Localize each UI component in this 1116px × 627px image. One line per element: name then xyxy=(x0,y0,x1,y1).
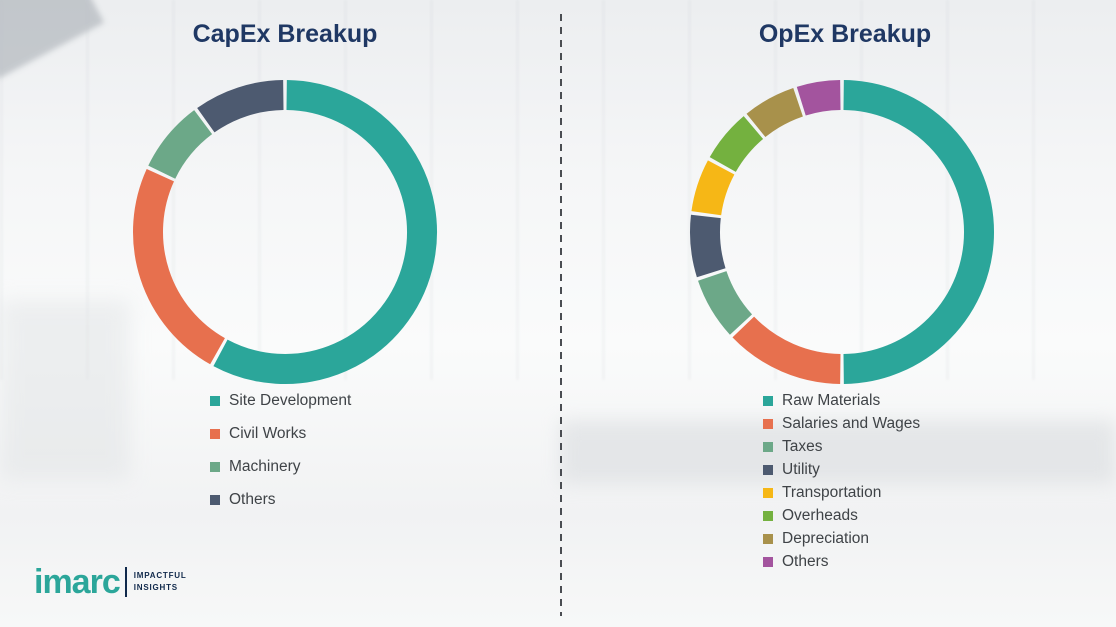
legend-label: Site Development xyxy=(229,392,352,409)
legend-item: Overheads xyxy=(763,506,920,526)
legend-label: Taxes xyxy=(782,438,823,455)
legend-label: Overheads xyxy=(782,507,858,524)
legend-item: Depreciation xyxy=(763,529,920,549)
vertical-dashed-divider xyxy=(560,14,562,616)
legend-swatch xyxy=(210,429,220,439)
legend-item: Utility xyxy=(763,460,920,480)
legend-label: Machinery xyxy=(229,458,301,475)
opex-donut-chart xyxy=(690,80,995,384)
legend-swatch xyxy=(763,465,773,475)
legend-item: Others xyxy=(763,552,920,572)
legend-label: Others xyxy=(229,491,276,508)
legend-swatch xyxy=(210,495,220,505)
donut-segment xyxy=(698,270,753,335)
legend-label: Salaries and Wages xyxy=(782,415,921,432)
legend-item: Site Development xyxy=(210,391,351,411)
legend-item: Machinery xyxy=(210,457,351,477)
legend-swatch xyxy=(210,462,220,472)
logo-brand-text: imarc xyxy=(34,563,121,601)
legend-label: Transportation xyxy=(782,484,882,501)
legend-swatch xyxy=(763,442,773,452)
legend-item: Transportation xyxy=(763,483,920,503)
legend-label: Utility xyxy=(782,461,820,478)
legend-swatch xyxy=(763,534,773,544)
legend-swatch xyxy=(210,396,220,406)
legend-label: Raw Materials xyxy=(782,392,881,409)
opex-chart-block: OpEx Breakup Raw Materials Salaries and W… xyxy=(670,20,1020,608)
donut-segment xyxy=(746,88,804,138)
logo-tagline-line2: INSIGHTS xyxy=(133,583,178,592)
legend-swatch xyxy=(763,557,773,567)
legend-item: Others xyxy=(210,490,351,510)
donut-segment xyxy=(133,168,226,365)
capex-chart-block: CapEx Breakup Site Development Civil Work… xyxy=(110,20,460,608)
logo-tagline: IMPACTFUL INSIGHTS xyxy=(134,570,187,593)
legend-item: Salaries and Wages xyxy=(763,414,920,434)
legend-swatch xyxy=(763,419,773,429)
logo-separator-bar xyxy=(124,567,127,597)
legend-item: Civil Works xyxy=(210,424,351,444)
capex-chart-title: CapEx Breakup xyxy=(192,20,378,48)
donut-segment xyxy=(796,80,841,116)
legend-label: Depreciation xyxy=(782,530,870,547)
opex-legend: Raw Materials Salaries and Wages Taxes Util… xyxy=(763,391,920,575)
background-corner-shape xyxy=(0,0,105,79)
capex-donut-chart xyxy=(133,80,437,384)
opex-chart-title: OpEx Breakup xyxy=(758,20,932,48)
logo-tagline-line1: IMPACTFUL xyxy=(133,571,187,581)
legend-swatch xyxy=(763,511,773,521)
imarc-logo: imarc IMPACTFUL INSIGHTS xyxy=(34,565,187,599)
capex-legend: Site Development Civil Works Machinery Othe… xyxy=(210,391,351,523)
donut-segment xyxy=(709,116,764,173)
donut-segment xyxy=(691,160,735,216)
donut-segment xyxy=(213,80,437,384)
donut-segment xyxy=(690,214,726,278)
donut-segment xyxy=(843,80,995,384)
legend-swatch xyxy=(763,396,773,406)
legend-item: Raw Materials xyxy=(763,391,920,411)
donut-segment xyxy=(197,80,284,133)
legend-swatch xyxy=(763,488,773,498)
legend-label: Civil Works xyxy=(229,425,307,442)
donut-segment xyxy=(732,316,841,384)
donut-segment xyxy=(148,110,213,180)
legend-label: Others xyxy=(782,553,829,570)
legend-item: Taxes xyxy=(763,437,920,457)
